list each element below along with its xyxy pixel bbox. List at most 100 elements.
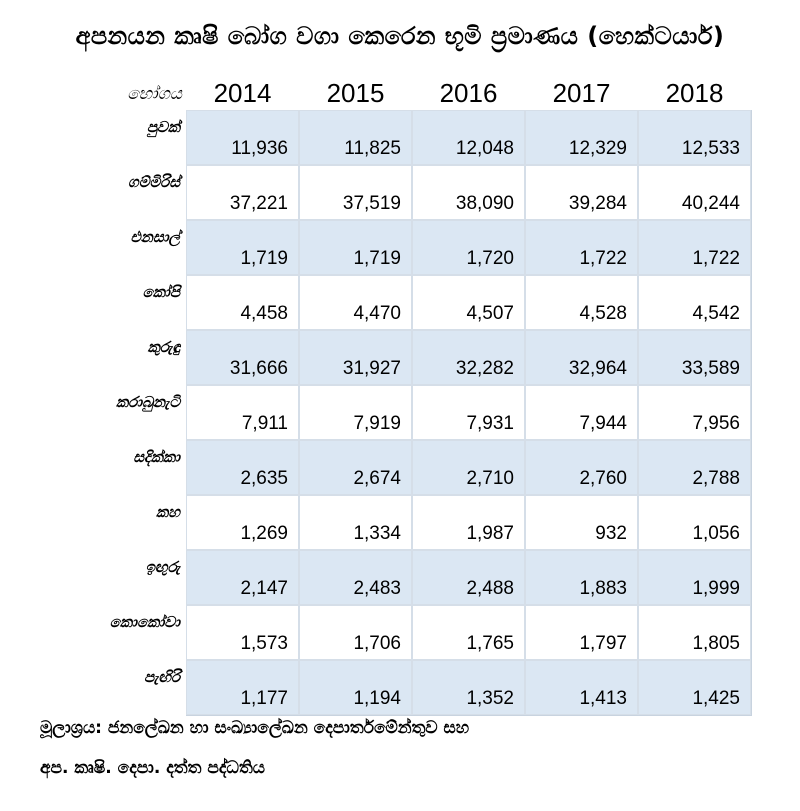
table-cell: 7,956 [638,385,751,440]
cell-value: 932 [595,523,627,544]
table-cell: 1,722 [525,220,638,275]
table-cell: 38,090 [412,165,525,220]
cell-value: 1,722 [579,248,627,269]
cell-value: 1,722 [692,248,740,269]
table-cell: 2,635 [186,440,299,495]
cell-value: 1,194 [353,688,401,709]
cell-value: 12,329 [568,138,627,159]
cell-value: 2,635 [240,468,288,489]
cell-value: 39,284 [568,193,627,214]
header-row: භෝගය 2014 2015 2016 2017 2018 [60,76,750,110]
crop-label: සදික්කා [133,448,180,466]
table-cell: 32,282 [412,330,525,385]
cell-value: 1,334 [353,523,401,544]
cell-value: 11,936 [231,138,288,159]
table-row: කරාබුනැටි 7,911 7,919 7,931 7,944 7,956 [60,385,751,440]
table-cell: 2,788 [638,440,751,495]
cell-value: 1,999 [692,578,740,599]
cell-value: 1,706 [353,633,401,654]
table-cell: 11,936 [186,110,299,165]
table-cell: 1,056 [638,495,751,550]
cell-value: 7,931 [466,413,514,434]
cell-value: 1,413 [579,688,627,709]
table-cell: 2,147 [186,550,299,605]
table-cell: 1,719 [186,220,299,275]
table-cell: 37,221 [186,165,299,220]
source-line-1: මූලාශ්‍රය: ජනලේඛන හා සංඛ්‍යාලේඛන දෙපාර්ත… [40,718,470,738]
cell-value: 7,956 [692,413,740,434]
row-header-label: භෝගය [127,84,182,104]
cell-value: 2,488 [466,578,514,599]
cell-value: 37,519 [342,193,401,214]
cell-value: 1,805 [692,633,740,654]
cell-value: 2,760 [579,468,627,489]
cell-value: 32,964 [568,358,627,379]
cell-value: 32,282 [455,358,514,379]
crop-label: පුවක් [146,118,180,136]
table-cell: 1,573 [186,605,299,660]
table-cell: 1,334 [299,495,412,550]
table-cell: 2,488 [412,550,525,605]
table-cell: 40,244 [638,165,751,220]
crop-label: කහ [156,503,180,521]
table-cell: 1,883 [525,550,638,605]
table-cell: 7,931 [412,385,525,440]
table-cell: 12,329 [525,110,638,165]
cell-value: 1,425 [692,688,740,709]
cell-value: 1,573 [240,633,288,654]
table-cell: 1,720 [412,220,525,275]
crop-label: ගම්මිරිස් [127,173,180,191]
year-header-2016: 2016 [439,78,498,108]
table-cell: 32,964 [525,330,638,385]
table-title: අපනයන කෘෂි බෝග වගා කෙරෙන භූමි ප්‍රමාණය (… [75,22,725,50]
cell-value: 1,177 [240,688,288,709]
crop-label: එනසාල් [130,228,180,246]
cell-value: 4,542 [692,303,740,324]
cell-value: 4,470 [353,303,401,324]
table-cell: 1,706 [299,605,412,660]
cell-value: 40,244 [681,193,740,214]
cell-value: 38,090 [455,193,514,214]
cell-value: 1,719 [240,248,288,269]
cell-value: 12,048 [455,138,514,159]
table-cell: 4,542 [638,275,751,330]
cell-value: 7,919 [353,413,401,434]
table-cell: 1,987 [412,495,525,550]
table-cell: 1,177 [186,660,299,715]
table-cell: 1,797 [525,605,638,660]
cell-value: 1,269 [240,523,288,544]
table-cell: 33,589 [638,330,751,385]
table-cell: 39,284 [525,165,638,220]
cell-value: 33,589 [681,358,740,379]
year-header-2015: 2015 [326,78,385,108]
table-cell: 1,194 [299,660,412,715]
cell-value: 1,720 [466,248,514,269]
table-cell: 1,352 [412,660,525,715]
cell-value: 1,352 [466,688,514,709]
cell-value: 1,987 [466,523,514,544]
cell-value: 4,458 [240,303,288,324]
table-cell: 1,722 [638,220,751,275]
table-cell: 37,519 [299,165,412,220]
cell-value: 7,944 [579,413,627,434]
crop-label: කුරුඳු [147,338,180,356]
cell-value: 4,507 [466,303,514,324]
year-header-2018: 2018 [665,78,724,108]
table-cell: 2,483 [299,550,412,605]
cell-value: 12,533 [681,138,740,159]
cell-value: 2,483 [353,578,401,599]
table-cell: 12,048 [412,110,525,165]
cell-value: 2,147 [240,578,288,599]
table-row: කෝපි 4,458 4,470 4,507 4,528 4,542 [60,275,751,330]
table-row: ගම්මිරිස් 37,221 37,519 38,090 39,284 40,244 [60,165,751,220]
table-cell: 12,533 [638,110,751,165]
table-cell: 4,470 [299,275,412,330]
table-cell: 1,269 [186,495,299,550]
cell-value: 31,666 [229,358,288,379]
table-cell: 4,528 [525,275,638,330]
year-header-2017: 2017 [552,78,611,108]
cell-value: 1,797 [579,633,627,654]
table-cell: 2,710 [412,440,525,495]
table-cell: 1,765 [412,605,525,660]
table-cell: 1,413 [525,660,638,715]
